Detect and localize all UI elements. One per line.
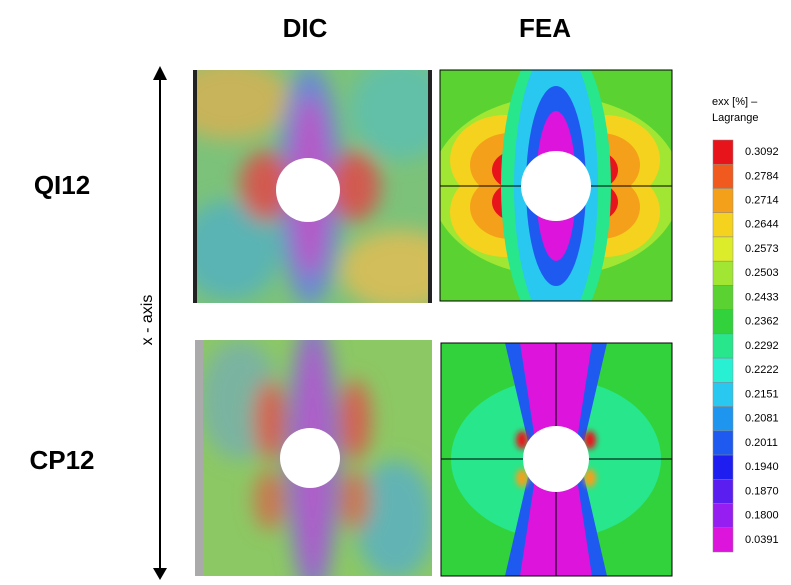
legend-swatch — [713, 382, 733, 406]
fea-panel — [431, 36, 681, 336]
legend-label: 0.2081 — [745, 413, 779, 425]
legend-swatch — [713, 188, 733, 212]
legend-title: Lagrange — [712, 112, 759, 124]
legend-label: 0.1870 — [745, 485, 779, 497]
legend-swatch — [713, 213, 733, 237]
legend-label: 0.2503 — [745, 267, 779, 279]
legend-swatch — [713, 431, 733, 455]
legend-swatch — [713, 237, 733, 261]
legend-label: 0.2151 — [745, 388, 779, 400]
row-label: CP12 — [29, 445, 94, 475]
legend: 0.3092 0.2784 0.2714 0.2644 0.2573 0.2503 0.24… — [713, 140, 779, 552]
legend-label: 0.0391 — [745, 534, 779, 546]
legend-title: exx [%] – — [712, 96, 758, 108]
legend-swatch — [713, 358, 733, 382]
legend-swatch — [713, 504, 733, 528]
legend-swatch — [713, 310, 733, 334]
row-label: QI12 — [34, 170, 90, 200]
legend-label: 0.2292 — [745, 340, 779, 352]
axis-label: x - axis — [139, 295, 156, 346]
dic-panel — [170, 60, 460, 310]
legend-label: 0.2362 — [745, 316, 779, 328]
legend-label: 0.2784 — [745, 170, 779, 182]
column-header: FEA — [519, 13, 571, 43]
legend-swatch — [713, 528, 733, 552]
legend-swatch — [713, 334, 733, 358]
figure: DIC FEA QI12 CP12 x - axis — [0, 0, 791, 580]
legend-label: 0.2644 — [745, 219, 779, 231]
legend-label: 0.1800 — [745, 510, 779, 522]
legend-swatch — [713, 479, 733, 503]
fea-panel — [441, 343, 672, 576]
legend-swatch — [713, 140, 733, 164]
legend-label: 0.2222 — [745, 364, 779, 376]
legend-swatch — [713, 285, 733, 309]
column-header: DIC — [283, 13, 328, 43]
legend-label: 0.2011 — [745, 437, 778, 449]
legend-swatch — [713, 455, 733, 479]
dic-panel — [195, 318, 435, 580]
legend-label: 0.1940 — [745, 461, 779, 473]
legend-swatch — [713, 261, 733, 285]
legend-swatch — [713, 407, 733, 431]
legend-label: 0.2573 — [745, 243, 779, 255]
legend-label: 0.2433 — [745, 291, 779, 303]
legend-label: 0.3092 — [745, 146, 779, 158]
legend-label: 0.2714 — [745, 194, 779, 206]
legend-swatch — [713, 164, 733, 188]
